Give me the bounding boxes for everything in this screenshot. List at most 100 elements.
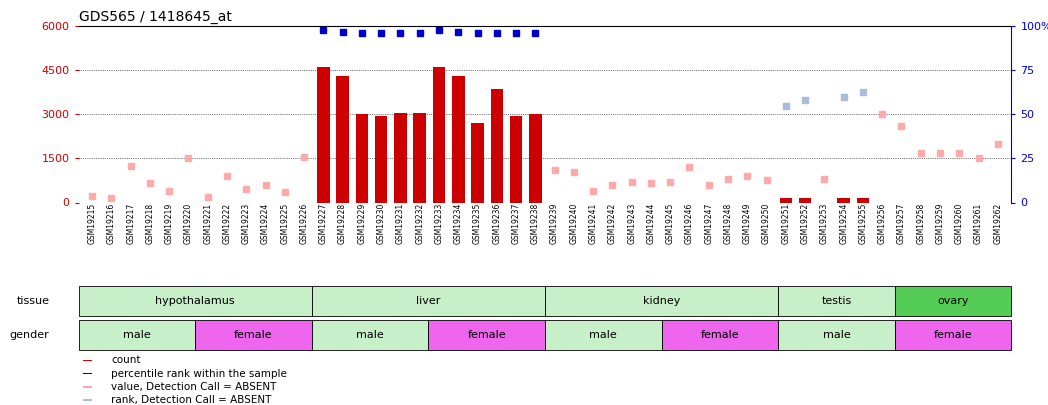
Text: GSM19259: GSM19259 xyxy=(936,202,944,244)
Text: male: male xyxy=(823,330,850,340)
Text: rank, Detection Call = ABSENT: rank, Detection Call = ABSENT xyxy=(111,395,271,405)
Text: male: male xyxy=(123,330,151,340)
Text: GDS565 / 1418645_at: GDS565 / 1418645_at xyxy=(79,10,232,24)
Bar xyxy=(429,320,545,350)
Text: GSM19246: GSM19246 xyxy=(685,202,694,244)
Text: male: male xyxy=(589,330,617,340)
Text: GSM19244: GSM19244 xyxy=(647,202,655,244)
Text: GSM19247: GSM19247 xyxy=(704,202,714,244)
Bar xyxy=(778,286,895,316)
Text: GSM19249: GSM19249 xyxy=(743,202,751,244)
Bar xyxy=(394,113,407,202)
Text: GSM19223: GSM19223 xyxy=(242,202,250,244)
Text: GSM19227: GSM19227 xyxy=(319,202,328,244)
Text: GSM19239: GSM19239 xyxy=(550,202,559,244)
Bar xyxy=(83,386,91,388)
Text: GSM19224: GSM19224 xyxy=(261,202,270,244)
Text: GSM19225: GSM19225 xyxy=(280,202,289,244)
Text: count: count xyxy=(111,356,140,365)
Text: tissue: tissue xyxy=(17,296,49,306)
Bar xyxy=(545,320,661,350)
Bar xyxy=(780,198,792,202)
Text: GSM19255: GSM19255 xyxy=(858,202,868,244)
Text: GSM19220: GSM19220 xyxy=(184,202,193,244)
Bar xyxy=(83,399,91,401)
Text: hypothalamus: hypothalamus xyxy=(155,296,235,306)
Text: GSM19248: GSM19248 xyxy=(723,202,733,244)
Text: GSM19231: GSM19231 xyxy=(396,202,405,244)
Bar xyxy=(545,286,778,316)
Text: GSM19241: GSM19241 xyxy=(589,202,597,244)
Text: GSM19252: GSM19252 xyxy=(801,202,810,244)
Bar xyxy=(490,90,503,202)
Text: female: female xyxy=(934,330,973,340)
Text: GSM19219: GSM19219 xyxy=(165,202,174,244)
Text: GSM19256: GSM19256 xyxy=(878,202,887,244)
Text: GSM19236: GSM19236 xyxy=(493,202,501,244)
Text: percentile rank within the sample: percentile rank within the sample xyxy=(111,369,287,379)
Text: GSM19250: GSM19250 xyxy=(762,202,771,244)
Text: value, Detection Call = ABSENT: value, Detection Call = ABSENT xyxy=(111,382,277,392)
Bar xyxy=(452,76,464,202)
Text: ovary: ovary xyxy=(937,296,968,306)
Bar xyxy=(799,198,811,202)
Text: GSM19215: GSM19215 xyxy=(88,202,96,244)
Text: GSM19226: GSM19226 xyxy=(300,202,308,244)
Text: gender: gender xyxy=(9,330,49,340)
Bar xyxy=(355,115,368,202)
Text: female: female xyxy=(234,330,272,340)
Bar xyxy=(312,286,545,316)
Text: GSM19253: GSM19253 xyxy=(820,202,829,244)
Bar xyxy=(509,116,522,202)
Text: GSM19258: GSM19258 xyxy=(916,202,925,244)
Text: female: female xyxy=(700,330,739,340)
Bar xyxy=(336,76,349,202)
Bar xyxy=(79,286,312,316)
Bar xyxy=(895,286,1011,316)
Bar xyxy=(856,198,869,202)
Bar xyxy=(83,360,91,361)
Text: GSM19260: GSM19260 xyxy=(955,202,964,244)
Text: GSM19228: GSM19228 xyxy=(339,202,347,244)
Text: GSM19254: GSM19254 xyxy=(839,202,848,244)
Bar xyxy=(433,67,445,202)
Text: male: male xyxy=(356,330,384,340)
Bar xyxy=(472,123,484,202)
Text: GSM19235: GSM19235 xyxy=(473,202,482,244)
Text: GSM19245: GSM19245 xyxy=(665,202,675,244)
Bar xyxy=(312,320,429,350)
Bar xyxy=(778,320,895,350)
Bar xyxy=(895,320,1011,350)
Text: GSM19262: GSM19262 xyxy=(994,202,1002,244)
Text: liver: liver xyxy=(416,296,440,306)
Text: GSM19229: GSM19229 xyxy=(357,202,367,244)
Bar xyxy=(318,67,330,202)
Text: GSM19257: GSM19257 xyxy=(897,202,905,244)
Text: GSM19234: GSM19234 xyxy=(454,202,463,244)
Bar xyxy=(83,373,91,374)
Bar xyxy=(413,113,425,202)
Bar xyxy=(529,115,542,202)
Text: female: female xyxy=(467,330,506,340)
Bar xyxy=(837,198,850,202)
Bar xyxy=(79,320,195,350)
Text: GSM19243: GSM19243 xyxy=(627,202,636,244)
Text: GSM19242: GSM19242 xyxy=(608,202,617,244)
Text: GSM19217: GSM19217 xyxy=(126,202,135,244)
Bar xyxy=(375,116,388,202)
Text: GSM19230: GSM19230 xyxy=(376,202,386,244)
Text: kidney: kidney xyxy=(642,296,680,306)
Text: testis: testis xyxy=(822,296,852,306)
Text: GSM19237: GSM19237 xyxy=(511,202,521,244)
Text: GSM19221: GSM19221 xyxy=(203,202,212,244)
Text: GSM19251: GSM19251 xyxy=(782,202,790,244)
Text: GSM19261: GSM19261 xyxy=(974,202,983,244)
Text: GSM19240: GSM19240 xyxy=(569,202,578,244)
Text: GSM19216: GSM19216 xyxy=(107,202,116,244)
Text: GSM19222: GSM19222 xyxy=(222,202,232,244)
Bar xyxy=(661,320,778,350)
Text: GSM19232: GSM19232 xyxy=(415,202,424,244)
Text: GSM19233: GSM19233 xyxy=(435,202,443,244)
Text: GSM19218: GSM19218 xyxy=(146,202,154,244)
Bar xyxy=(195,320,312,350)
